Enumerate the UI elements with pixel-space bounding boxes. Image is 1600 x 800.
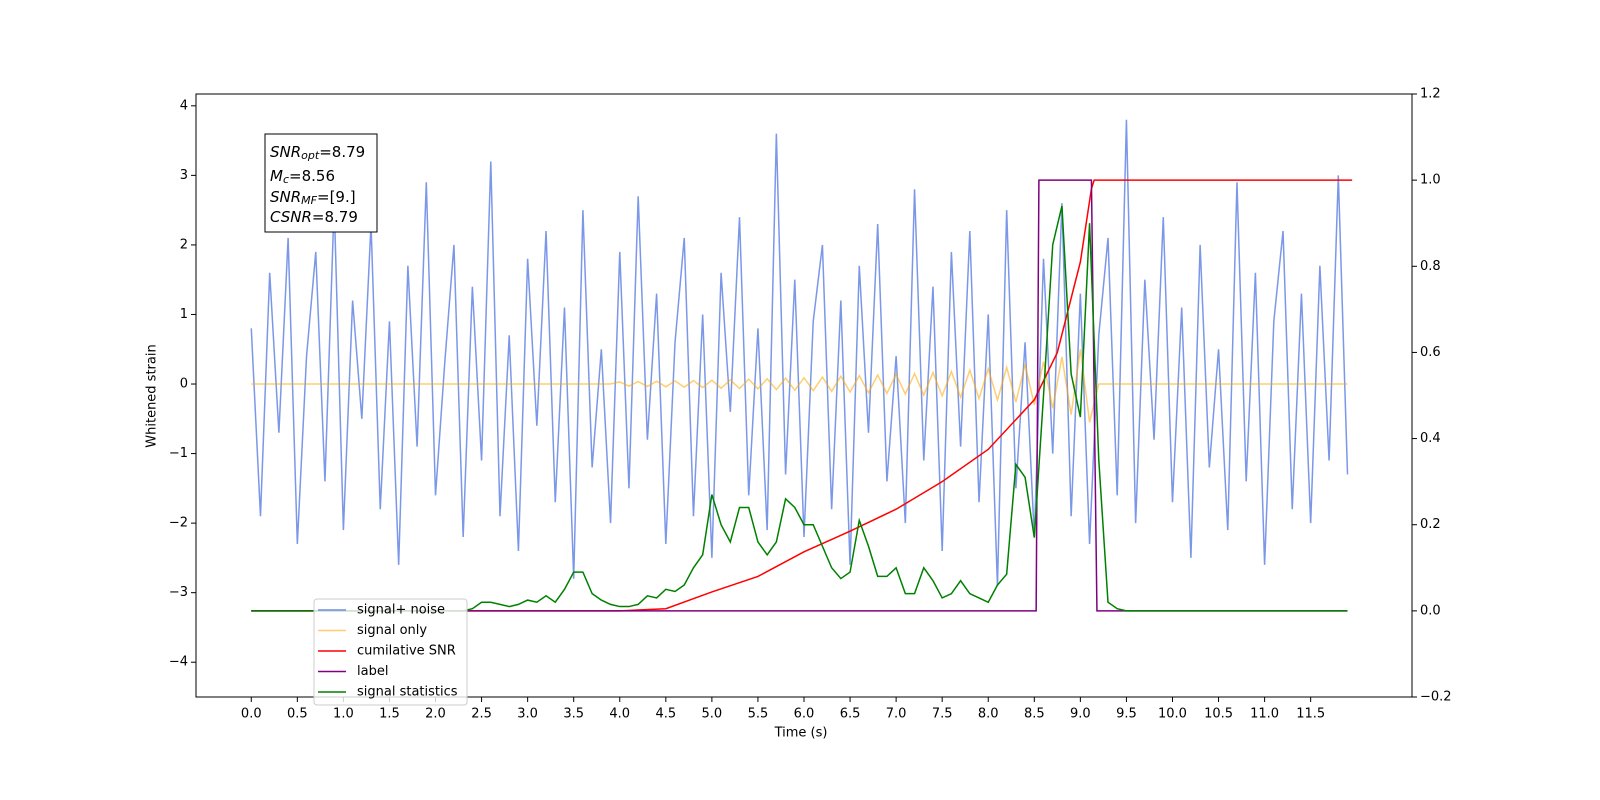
annotation-value: =8.79	[319, 143, 365, 161]
y-tick-label: 0	[180, 377, 188, 392]
y-tick-label: 3	[180, 168, 188, 183]
plot-lines	[250, 119, 1353, 612]
y-tick-label: −2	[169, 516, 188, 531]
x-tick-label: 4.5	[655, 707, 676, 722]
series-line	[250, 119, 1349, 586]
y2-tick-label: 0.4	[1420, 431, 1441, 446]
x-tick-label: 9.5	[1116, 707, 1137, 722]
y-tick-label: −1	[169, 446, 188, 461]
series-line	[251, 205, 1348, 612]
legend-label: signal+ noise	[357, 603, 445, 618]
y2-tick-label: 0.0	[1420, 603, 1441, 618]
legend: signal+ noise signal only cumilative SNR la…	[313, 598, 468, 706]
x-tick-label: 10.5	[1204, 707, 1233, 722]
annotation-frame	[264, 133, 378, 233]
x-tick-label: 7.0	[886, 707, 907, 722]
x-tick-label: 7.5	[932, 707, 953, 722]
x-tick-label: 4.0	[609, 707, 630, 722]
x-tick-label: 5.0	[702, 707, 723, 722]
y2-tick-label: 0.2	[1420, 517, 1441, 532]
x-axis-label: Time (s)	[774, 726, 828, 741]
legend-label: label	[357, 664, 388, 679]
x-tick-label: 9.0	[1070, 707, 1091, 722]
y2-tick-label: 1.0	[1420, 173, 1441, 188]
x-tick-label: 3.5	[563, 707, 584, 722]
legend-label: cumilative SNR	[357, 644, 456, 659]
x-tick-label: 1.5	[379, 707, 400, 722]
x-tick-label: 6.0	[794, 707, 815, 722]
annotation-symbol: CSNR	[270, 208, 312, 226]
x-tick-label: 11.5	[1296, 707, 1325, 722]
y-tick-label: 2	[180, 237, 188, 252]
x-tick-label: 1.0	[333, 707, 354, 722]
x-tick-label: 0.0	[241, 707, 262, 722]
x-tick-label: 8.0	[978, 707, 999, 722]
annotation-value: =8.56	[289, 167, 335, 185]
y-axis-label: Whitened strain	[145, 344, 160, 447]
y2-tick-label: 0.6	[1420, 345, 1441, 360]
x-tick-label: 2.5	[471, 707, 492, 722]
annotation-line: Mc=8.56	[270, 167, 335, 187]
y2-tick-label: 1.2	[1420, 87, 1441, 102]
y2-tick-label: 0.8	[1420, 259, 1441, 274]
x-tick-label: 5.5	[748, 707, 769, 722]
annotation-line: CSNR=8.79	[270, 208, 358, 226]
annotation-line: SNRopt=8.79	[270, 143, 365, 163]
x-tick-label: 0.5	[287, 707, 308, 722]
annotation-subscript: MF	[301, 194, 317, 207]
annotation-symbol: M	[270, 167, 283, 185]
annotation-symbol: SNR	[270, 143, 301, 161]
series-line	[251, 349, 1348, 423]
annotation-value: =[9.]	[317, 188, 356, 206]
x-tick-label: 8.5	[1024, 707, 1045, 722]
x-tick-label: 2.0	[425, 707, 446, 722]
legend-frame	[313, 598, 468, 706]
annotation-subscript: c	[283, 173, 289, 186]
y-tick-label: 4	[180, 98, 188, 113]
x-tick-label: 3.0	[517, 707, 538, 722]
series-line	[251, 179, 1353, 612]
x-tick-label: 6.5	[840, 707, 861, 722]
annotation-value: =8.79	[312, 208, 358, 226]
legend-label: signal statistics	[357, 685, 458, 700]
y-tick-label: −3	[169, 585, 188, 600]
annotation-line: SNRMF=[9.]	[270, 188, 356, 208]
legend-label: signal only	[357, 623, 427, 638]
x-tick-label: 11.0	[1250, 707, 1279, 722]
y-tick-label: 1	[180, 307, 188, 322]
x-tick-label: 10.0	[1158, 707, 1187, 722]
annotation-subscript: opt	[301, 149, 320, 162]
y2-tick-label: −0.2	[1420, 690, 1452, 705]
annotation-symbol: SNR	[270, 188, 301, 206]
y-tick-label: −4	[169, 655, 188, 670]
